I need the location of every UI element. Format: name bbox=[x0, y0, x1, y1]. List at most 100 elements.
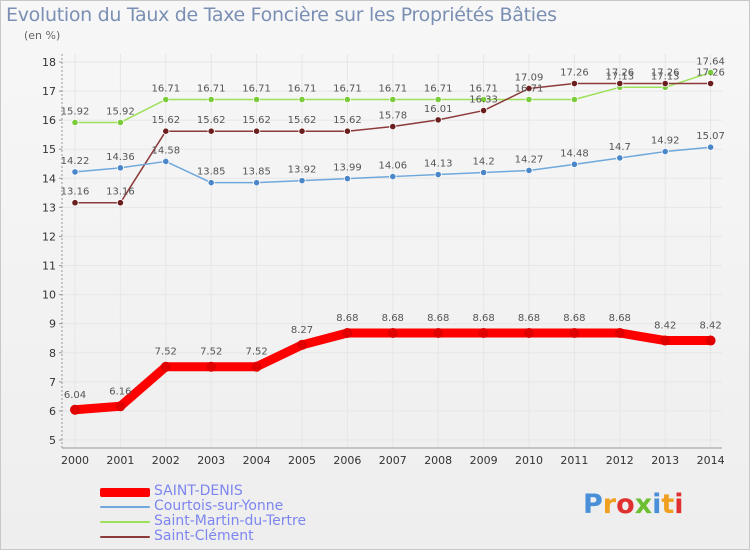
legend-label: Courtois-sur-Yonne bbox=[154, 498, 284, 514]
legend-label: Saint-Clément bbox=[154, 528, 254, 544]
data-label: 15.78 bbox=[378, 111, 407, 122]
data-point bbox=[525, 166, 533, 175]
data-label: 16.01 bbox=[424, 104, 453, 115]
data-label: 16.71 bbox=[242, 84, 271, 95]
data-point bbox=[479, 95, 488, 104]
data-point bbox=[298, 127, 306, 135]
data-point bbox=[434, 116, 442, 124]
data-point bbox=[70, 404, 80, 415]
data-label: 16.71 bbox=[197, 84, 226, 95]
x-tick-label: 2010 bbox=[515, 454, 543, 467]
data-point bbox=[162, 127, 170, 135]
chart-title: Evolution du Taux de Taxe Foncière sur l… bbox=[6, 4, 557, 26]
data-point bbox=[569, 327, 580, 338]
data-label: 17.26 bbox=[560, 68, 589, 79]
y-tick-label: 15 bbox=[42, 143, 56, 156]
data-point bbox=[524, 327, 534, 338]
data-point bbox=[343, 127, 351, 135]
data-point bbox=[661, 79, 669, 88]
x-tick-label: 2004 bbox=[243, 454, 271, 467]
data-point bbox=[115, 401, 126, 412]
x-tick-label: 2011 bbox=[560, 454, 588, 467]
data-point bbox=[660, 335, 671, 346]
data-label: 15.62 bbox=[333, 115, 362, 126]
data-label: 6.04 bbox=[64, 390, 86, 401]
data-point bbox=[434, 170, 442, 179]
data-point bbox=[706, 143, 715, 151]
data-point bbox=[71, 168, 79, 176]
data-point bbox=[160, 361, 171, 372]
data-label: 8.68 bbox=[336, 313, 358, 324]
data-point bbox=[434, 95, 442, 104]
data-point bbox=[479, 106, 488, 115]
data-label: 15.92 bbox=[106, 106, 135, 117]
series-layer bbox=[70, 68, 716, 415]
data-point bbox=[343, 174, 351, 183]
y-tick-label: 16 bbox=[42, 114, 56, 127]
data-point bbox=[570, 79, 579, 88]
legend-label: SAINT-DENIS bbox=[154, 483, 243, 499]
data-point bbox=[162, 157, 170, 166]
data-point bbox=[433, 327, 444, 338]
y-tick-label: 8 bbox=[49, 347, 56, 360]
legend-swatch bbox=[100, 506, 150, 508]
data-label: 7.52 bbox=[245, 347, 267, 358]
data-label: 16.71 bbox=[469, 84, 498, 95]
data-label: 16.71 bbox=[378, 84, 407, 95]
data-label: 13.92 bbox=[288, 165, 317, 176]
data-label: 17.26 bbox=[605, 68, 634, 79]
data-label: 8.68 bbox=[427, 313, 449, 324]
data-label: 17.13 bbox=[605, 71, 634, 82]
data-label: 17.26 bbox=[651, 68, 680, 79]
data-point bbox=[162, 95, 170, 104]
legend-swatch bbox=[100, 521, 150, 523]
data-point bbox=[570, 95, 579, 104]
data-label: 14.92 bbox=[651, 136, 680, 147]
data-point bbox=[342, 327, 353, 338]
legend-item: Courtois-sur-Yonne bbox=[100, 499, 306, 514]
x-tick-label: 2008 bbox=[424, 454, 452, 467]
y-tick-label: 17 bbox=[42, 85, 56, 98]
data-point bbox=[71, 118, 79, 127]
x-tick-label: 2009 bbox=[470, 454, 498, 467]
data-label: 8.68 bbox=[518, 313, 540, 324]
data-label: 13.85 bbox=[242, 167, 271, 178]
data-point bbox=[71, 199, 79, 207]
data-label: 17.64 bbox=[696, 56, 725, 67]
data-label: 16.33 bbox=[469, 95, 498, 106]
legend-item: Saint-Clément bbox=[100, 529, 306, 544]
logo-letter: t bbox=[661, 489, 675, 520]
data-label: 14.27 bbox=[515, 154, 544, 165]
x-tick-label: 2003 bbox=[197, 454, 225, 467]
data-label: 13.85 bbox=[197, 167, 226, 178]
x-tick-label: 2002 bbox=[152, 454, 180, 467]
data-point bbox=[207, 179, 215, 187]
data-point bbox=[478, 327, 489, 338]
y-tick-label: 7 bbox=[49, 376, 56, 389]
data-point bbox=[706, 79, 715, 88]
x-tick-label: 2006 bbox=[333, 454, 361, 467]
data-labels-layer: 15.92 15.92 16.71 16.71 16.71 16.71 16.71 16.71… bbox=[61, 56, 725, 400]
logo-letter: x bbox=[634, 489, 653, 520]
y-tick-label: 6 bbox=[49, 405, 56, 418]
data-point bbox=[389, 122, 397, 131]
data-label: 16.71 bbox=[151, 84, 180, 95]
data-label: 8.42 bbox=[654, 321, 676, 332]
data-label: 16.71 bbox=[288, 84, 317, 95]
data-point bbox=[387, 327, 398, 338]
y-tick-label: 5 bbox=[49, 434, 56, 447]
data-label: 8.68 bbox=[563, 313, 585, 324]
data-label: 15.62 bbox=[151, 115, 180, 126]
data-label: 16.71 bbox=[424, 84, 453, 95]
logo-letter: o bbox=[616, 489, 635, 520]
legend: SAINT-DENIS Courtois-sur-Yonne Saint-Marti… bbox=[100, 484, 306, 544]
data-point bbox=[116, 164, 125, 172]
data-point bbox=[706, 68, 715, 77]
data-point bbox=[298, 95, 306, 104]
data-point bbox=[297, 339, 307, 350]
legend-label: Saint-Martin-du-Tertre bbox=[154, 513, 307, 529]
x-tick-label: 2014 bbox=[697, 454, 725, 467]
y-tick-label: 9 bbox=[49, 318, 56, 331]
data-point bbox=[298, 177, 306, 185]
data-label: 13.99 bbox=[333, 163, 362, 174]
